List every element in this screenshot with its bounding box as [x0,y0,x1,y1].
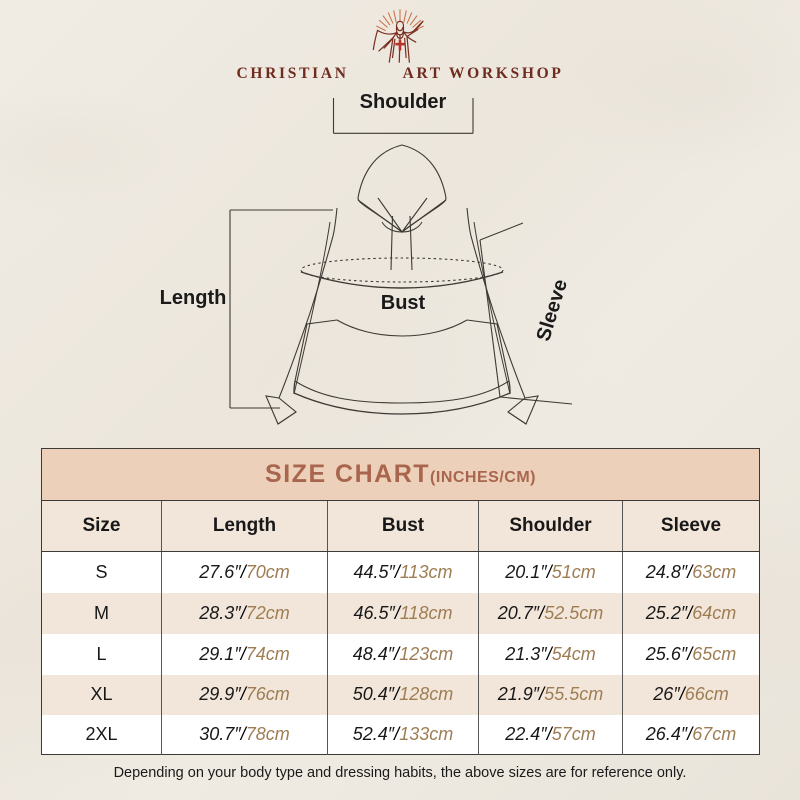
svg-text:Shoulder: Shoulder [360,91,447,113]
svg-text:Sleeve: Sleeve [532,277,572,344]
svg-text:Length: Length [160,287,227,309]
svg-text:Bust: Bust [381,292,426,314]
